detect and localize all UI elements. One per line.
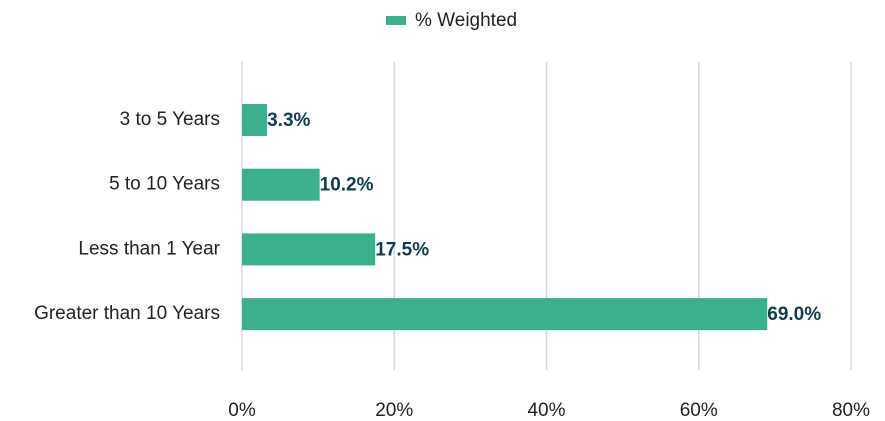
x-tick-label: 20% [375,400,413,421]
bar [242,233,376,266]
value-label: 10.2% [320,175,374,196]
y-tick-label: 3 to 5 Years [120,109,220,130]
bar [242,298,768,331]
legend-swatch [386,16,406,25]
bar [242,104,268,136]
y-tick-label: Greater than 10 Years [34,303,220,324]
legend-label: % Weighted [415,10,517,31]
x-tick-label: 0% [228,400,256,421]
value-label: 69.0% [767,304,821,325]
x-tick-label: 60% [680,400,718,421]
value-label: 17.5% [375,239,429,260]
bar [242,168,320,201]
y-tick-label: 5 to 10 Years [109,174,220,195]
x-tick-label: 40% [527,400,565,421]
x-tick-label: 80% [832,400,870,421]
y-tick-label: Less than 1 Year [78,238,220,259]
value-label: 3.3% [267,110,310,131]
